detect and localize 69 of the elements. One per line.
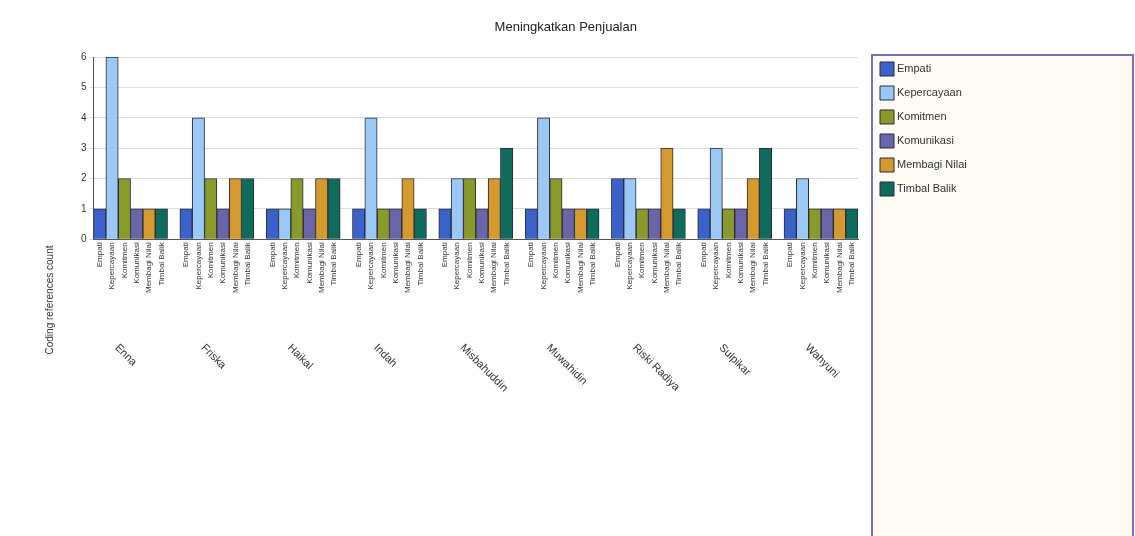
x-tick-label: Komunikasi: [649, 242, 659, 284]
x-tick-label: Komunikasi: [822, 242, 832, 284]
x-tick-label: Timbal Balik: [501, 241, 511, 286]
x-tick-label: Empati: [353, 242, 363, 268]
x-tick-label: Timbal Balik: [588, 241, 598, 286]
x-tick-label: Komunikasi: [304, 242, 314, 284]
x-tick-label: Empati: [785, 242, 795, 268]
chart-title: Meningkatkan Penjualan: [494, 18, 637, 34]
y-tick-label: 6: [81, 50, 87, 62]
x-tick-label: Timbal Balik: [674, 241, 684, 286]
x-tick-label: Empati: [181, 242, 191, 268]
y-axis-title: Coding references count: [43, 245, 55, 355]
x-tick-label: Komunikasi: [131, 242, 141, 284]
x-tick-label: Komitmen: [637, 242, 647, 279]
y-tick-label: 4: [81, 111, 87, 123]
x-tick-label: Empati: [440, 242, 450, 268]
x-tick-label: Komunikasi: [218, 242, 228, 284]
x-tick-label: Membagi Nilai: [316, 242, 326, 293]
legend-label: Empati: [897, 62, 932, 75]
x-tick-label: Komitmen: [205, 242, 215, 279]
x-tick-label: Kepercayaan: [625, 242, 635, 290]
x-tick-label: Membagi Nilai: [144, 242, 154, 293]
legend-label: Komunikasi: [897, 134, 954, 147]
x-tick-label: Kepercayaan: [797, 242, 807, 290]
x-tick-label: Timbal Balik: [156, 241, 166, 286]
x-tick-label: Kepercayaan: [452, 242, 462, 290]
x-tick-label: Timbal Balik: [760, 241, 770, 286]
legend-label: Timbal Balik: [897, 182, 957, 195]
x-tick-label: Empati: [526, 242, 536, 268]
x-tick-label: Komitmen: [378, 242, 388, 279]
x-tick-label: Membagi Nilai: [662, 242, 672, 293]
x-tick-label: Komitmen: [810, 242, 820, 279]
x-tick-label: Timbal Balik: [242, 241, 252, 286]
x-tick-label: Membagi Nilai: [748, 242, 758, 293]
y-tick-label: 5: [81, 81, 87, 93]
x-tick-label: Komunikasi: [390, 242, 400, 284]
legend-label: Komitmen: [897, 110, 947, 123]
x-tick-label: Kepercayaan: [279, 242, 289, 290]
legend-label: Kepercayaan: [897, 86, 962, 99]
x-tick-label: Komitmen: [119, 242, 129, 279]
y-tick-label: 2: [81, 172, 87, 184]
x-tick-label: Membagi Nilai: [230, 242, 240, 293]
x-tick-label: Komitmen: [551, 242, 561, 279]
x-tick-label: Komitmen: [464, 242, 474, 279]
y-tick-label: 0: [81, 233, 87, 245]
x-tick-label: Kepercayaan: [107, 242, 117, 290]
x-tick-label: Membagi Nilai: [489, 242, 499, 293]
x-tick-label: Timbal Balik: [415, 241, 425, 286]
x-tick-label: Timbal Balik: [847, 241, 857, 286]
x-tick-label: Kepercayaan: [538, 242, 548, 290]
x-tick-label: Membagi Nilai: [575, 242, 585, 293]
y-tick-label: 3: [81, 141, 87, 153]
x-tick-label: Empati: [267, 242, 277, 268]
x-tick-label: Komunikasi: [736, 242, 746, 284]
x-tick-label: Komunikasi: [563, 242, 573, 284]
x-tick-label: Kepercayaan: [711, 242, 721, 290]
x-tick-label: Kepercayaan: [366, 242, 376, 290]
x-tick-label: Kepercayaan: [193, 242, 203, 290]
x-tick-label: Timbal Balik: [329, 241, 339, 286]
x-tick-label: Membagi Nilai: [834, 242, 844, 293]
legend-label: Membagi Nilai: [897, 158, 967, 171]
x-tick-label: Komitmen: [292, 242, 302, 279]
y-tick-label: 1: [81, 202, 87, 214]
x-tick-label: Empati: [699, 242, 709, 268]
x-tick-label: Komunikasi: [477, 242, 487, 284]
x-tick-label: Komitmen: [723, 242, 733, 279]
x-tick-label: Empati: [94, 242, 104, 268]
x-tick-label: Empati: [612, 242, 622, 268]
x-tick-label: Membagi Nilai: [403, 242, 413, 293]
